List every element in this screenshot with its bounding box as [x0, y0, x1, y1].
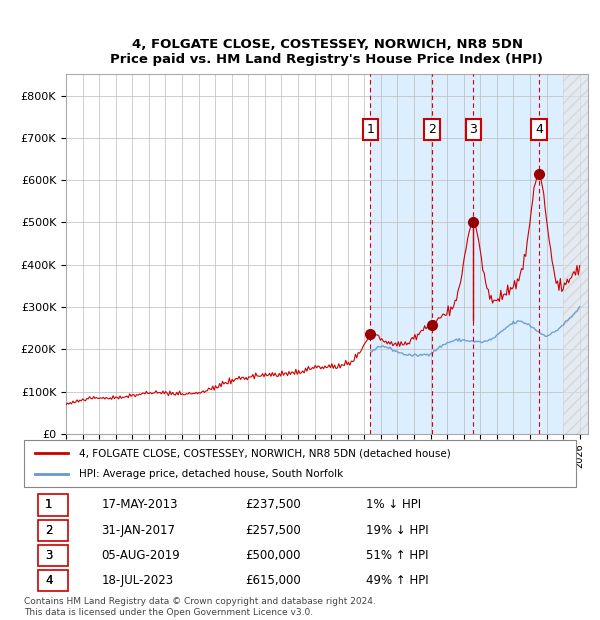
- Text: 3: 3: [45, 549, 53, 562]
- Text: 1% ↓ HPI: 1% ↓ HPI: [366, 498, 421, 511]
- Text: 3: 3: [470, 123, 478, 136]
- FancyBboxPatch shape: [38, 520, 68, 541]
- Text: 2: 2: [45, 524, 53, 537]
- Text: £500,000: £500,000: [245, 549, 300, 562]
- Text: 4: 4: [45, 574, 53, 587]
- Text: 3: 3: [45, 549, 53, 562]
- Text: 4, FOLGATE CLOSE, COSTESSEY, NORWICH, NR8 5DN (detached house): 4, FOLGATE CLOSE, COSTESSEY, NORWICH, NR…: [79, 448, 451, 458]
- Text: 17-MAY-2013: 17-MAY-2013: [101, 498, 178, 511]
- Bar: [370, 74, 588, 434]
- Text: 49% ↑ HPI: 49% ↑ HPI: [366, 574, 429, 587]
- Text: 4: 4: [535, 123, 543, 136]
- Text: 4: 4: [45, 574, 53, 587]
- FancyBboxPatch shape: [38, 570, 68, 591]
- FancyBboxPatch shape: [38, 494, 68, 515]
- Text: 05-AUG-2019: 05-AUG-2019: [101, 549, 180, 562]
- Text: 1: 1: [367, 123, 374, 136]
- Text: 1: 1: [45, 498, 53, 511]
- FancyBboxPatch shape: [38, 545, 68, 566]
- Text: 31-JAN-2017: 31-JAN-2017: [101, 524, 175, 537]
- Text: £237,500: £237,500: [245, 498, 301, 511]
- Text: £257,500: £257,500: [245, 524, 301, 537]
- Text: £615,000: £615,000: [245, 574, 301, 587]
- Text: 51% ↑ HPI: 51% ↑ HPI: [366, 549, 429, 562]
- Text: HPI: Average price, detached house, South Norfolk: HPI: Average price, detached house, Sout…: [79, 469, 343, 479]
- Text: 1: 1: [45, 498, 53, 511]
- Text: 19% ↓ HPI: 19% ↓ HPI: [366, 524, 429, 537]
- Text: 18-JUL-2023: 18-JUL-2023: [101, 574, 173, 587]
- Bar: [563, 74, 588, 434]
- Text: Contains HM Land Registry data © Crown copyright and database right 2024.
This d: Contains HM Land Registry data © Crown c…: [24, 598, 376, 617]
- FancyBboxPatch shape: [24, 440, 576, 487]
- Title: 4, FOLGATE CLOSE, COSTESSEY, NORWICH, NR8 5DN
Price paid vs. HM Land Registry's : 4, FOLGATE CLOSE, COSTESSEY, NORWICH, NR…: [110, 38, 544, 66]
- Text: 2: 2: [45, 524, 53, 537]
- Text: 2: 2: [428, 123, 436, 136]
